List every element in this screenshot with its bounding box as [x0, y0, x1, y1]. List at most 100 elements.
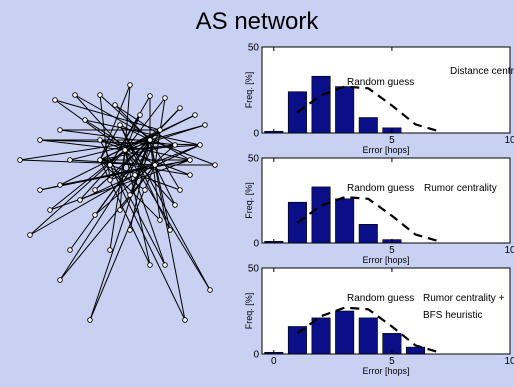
network-node	[127, 82, 133, 88]
network-node	[147, 262, 153, 268]
histogram-bar	[358, 224, 378, 244]
network-edge	[99, 159, 151, 266]
x-tick-label: 5	[389, 245, 395, 256]
network-node	[127, 227, 133, 233]
random-guess-curve	[296, 306, 440, 354]
x-axis-label: Error [hops]	[362, 255, 409, 265]
network-node	[97, 137, 103, 143]
network-node	[177, 187, 183, 193]
network-edge	[79, 149, 126, 201]
y-tick-label: 50	[248, 264, 260, 275]
network-node	[152, 162, 158, 168]
network-edge	[69, 139, 151, 251]
network-edge	[74, 94, 126, 151]
network-node	[147, 93, 153, 99]
network-edge	[149, 139, 161, 221]
panel-annotation: Rumor centrality +	[423, 293, 505, 304]
network-node	[157, 217, 163, 223]
network-edge	[109, 164, 186, 321]
network-edge	[59, 129, 176, 146]
histogram-bar	[311, 317, 331, 355]
random-guess-curve	[296, 85, 440, 133]
network-node	[67, 157, 73, 163]
network-node	[172, 142, 178, 148]
x-tick-label: 10	[504, 135, 514, 146]
network-node	[57, 182, 63, 188]
figure-title: AS network	[195, 8, 319, 35]
x-tick-label: 10	[504, 356, 514, 367]
network-node	[142, 187, 148, 193]
y-tick-label: 0	[253, 129, 259, 140]
histogram-bar	[335, 310, 355, 355]
network-edge	[114, 104, 176, 146]
y-tick-label: 0	[253, 239, 259, 250]
histogram-bar	[335, 198, 355, 244]
network-node	[107, 177, 113, 183]
network-node	[212, 162, 218, 168]
network-node	[77, 197, 83, 203]
network-edge	[99, 139, 166, 266]
histogram-panel: 5 10 0 50 Error [hops] Freq. [%] Random guess D…	[244, 43, 514, 156]
network-node	[197, 142, 203, 148]
network-node	[157, 127, 163, 133]
network-node	[67, 247, 73, 253]
network-node	[87, 317, 93, 323]
network-edge	[99, 144, 176, 161]
y-axis-label: Freq. [%]	[244, 72, 254, 109]
histogram-bar	[358, 317, 378, 355]
histogram-panel: 5 10 0 50 Error [hops] Freq. [%] Random guess R…	[244, 154, 514, 266]
network-edge	[109, 149, 126, 251]
random-guess-label: Random guess	[347, 183, 414, 194]
panel-annotation: Rumor centrality	[424, 183, 497, 194]
network-node	[167, 227, 173, 233]
y-tick-label: 50	[248, 43, 260, 54]
network-edge	[99, 139, 126, 151]
network-edge	[99, 129, 161, 161]
network-node	[37, 187, 43, 193]
network-edge	[119, 164, 156, 211]
network-edge	[129, 139, 151, 196]
network-node	[37, 137, 43, 143]
network-edge	[99, 139, 191, 161]
network-node	[17, 157, 23, 163]
network-node	[192, 112, 198, 118]
histogram-panel: 0 5 10 0 50 Error [hops] Freq. [%] Random guess…	[244, 264, 514, 377]
y-tick-label: 50	[248, 154, 260, 165]
x-axis-label: Error [hops]	[362, 366, 409, 376]
x-tick-label: 5	[389, 135, 395, 146]
network-edge	[54, 99, 126, 151]
network-node	[57, 127, 63, 133]
network-node	[207, 287, 213, 293]
panel-annotation: BFS heuristic	[423, 310, 482, 321]
network-node	[162, 262, 168, 268]
network-node	[147, 137, 153, 143]
network-node	[137, 112, 143, 118]
plot-frame	[261, 46, 511, 134]
network-edge	[99, 124, 121, 161]
network-node	[92, 212, 98, 218]
y-tick-label: 0	[253, 350, 259, 361]
network-node	[117, 207, 123, 213]
network-node	[122, 147, 128, 153]
network-node	[162, 95, 168, 101]
network-node	[107, 162, 113, 168]
panel-annotation: Distance centrality	[450, 66, 514, 77]
network-edge	[124, 149, 166, 266]
random-guess-label: Random guess	[347, 77, 414, 88]
histogram-bar	[287, 326, 307, 355]
network-node	[177, 105, 183, 111]
histogram-bar	[406, 346, 426, 355]
network-edge	[129, 129, 161, 196]
network-edge	[39, 159, 191, 191]
network-node	[127, 192, 133, 198]
plot-frame	[261, 267, 511, 355]
network-edge	[124, 144, 176, 151]
histogram-bar	[311, 186, 331, 244]
histogram-bar	[358, 117, 378, 134]
network-node	[72, 92, 78, 98]
random-guess-curve	[296, 195, 440, 243]
network-edge	[69, 139, 151, 161]
network-edge	[99, 159, 161, 221]
